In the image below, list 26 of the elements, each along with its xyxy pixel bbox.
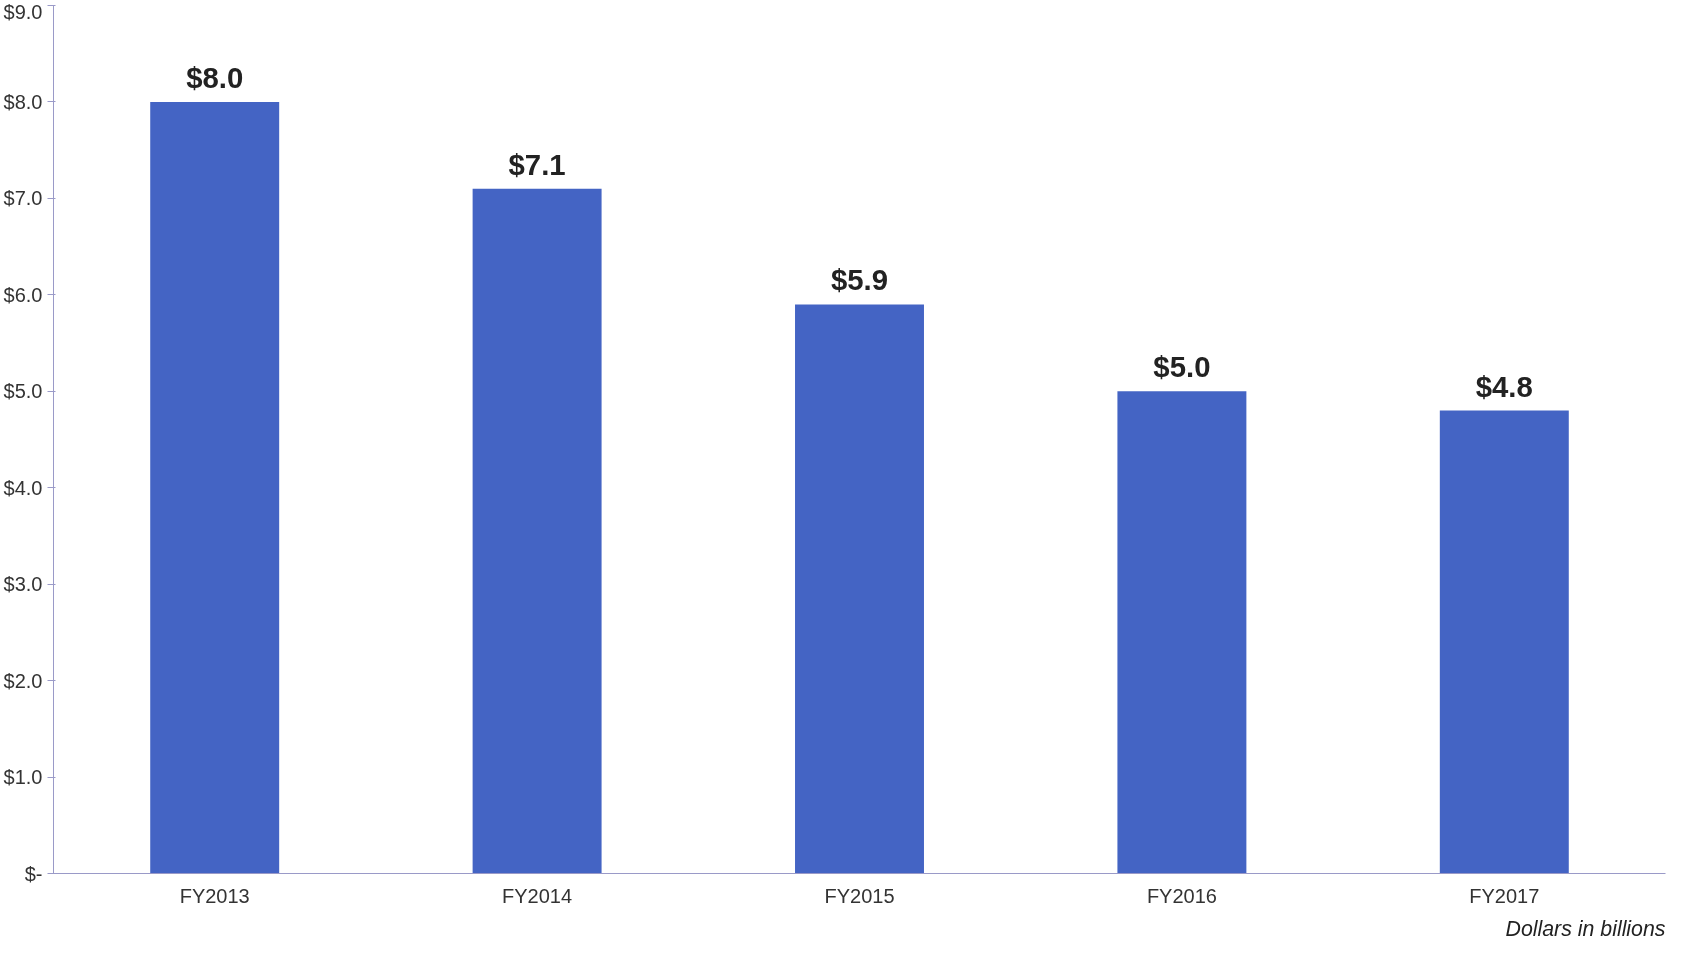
data-label: $7.1 xyxy=(508,147,566,181)
x-tick-label: FY2015 xyxy=(824,884,895,907)
data-label: $8.0 xyxy=(186,60,244,94)
x-tick-label: FY2016 xyxy=(1146,884,1217,907)
y-tick-label: $7.0 xyxy=(3,187,43,210)
text: Dollars in billions xyxy=(1505,916,1666,941)
bar xyxy=(795,304,924,874)
x-tick-label: FY2017 xyxy=(1469,884,1540,907)
x-tick-label: FY2014 xyxy=(502,884,573,907)
y-tick-label: $1.0 xyxy=(3,766,43,789)
bar xyxy=(150,101,280,874)
y-tick-label: $9.0 xyxy=(3,0,43,23)
y-tick-label: $3.0 xyxy=(3,573,43,596)
x-tick-label: FY2013 xyxy=(179,884,250,907)
y-tick-label: $- xyxy=(24,862,43,885)
data-label: $5.0 xyxy=(1153,350,1211,384)
y-tick-label: $2.0 xyxy=(3,669,43,692)
bar xyxy=(1439,410,1569,874)
bar xyxy=(1117,391,1247,874)
bar xyxy=(472,188,602,874)
y-tick-label: $4.0 xyxy=(3,476,43,499)
y-tick-label: $8.0 xyxy=(3,90,43,113)
data-label: $5.9 xyxy=(830,263,889,297)
y-tick-label: $5.0 xyxy=(3,380,43,403)
data-label: $4.8 xyxy=(1475,369,1533,403)
y-tick-label: $6.0 xyxy=(3,283,43,306)
